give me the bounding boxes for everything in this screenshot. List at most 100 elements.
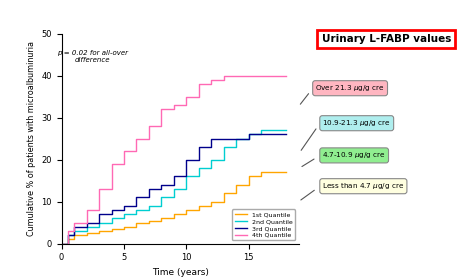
2nd Quantile: [109, 221, 114, 224]
3rd Quantile: [71, 225, 77, 228]
3rd Quantile: [146, 196, 152, 199]
Text: p = 0.02 for all-over
difference: p = 0.02 for all-over difference: [57, 50, 128, 63]
2nd Quantile: [196, 175, 201, 178]
2nd Quantile: [258, 129, 264, 132]
2nd Quantile: [221, 145, 227, 149]
4th Quantile: [258, 74, 264, 77]
1st Quantile: [71, 238, 77, 241]
2nd Quantile: [221, 158, 227, 161]
2nd Quantile: [96, 225, 102, 228]
3rd Quantile: [171, 183, 177, 186]
2nd Quantile: [71, 234, 77, 237]
2nd Quantile: [233, 145, 239, 149]
Line: 2nd Quantile: 2nd Quantile: [62, 130, 286, 244]
2nd Quantile: [121, 217, 127, 220]
3rd Quantile: [65, 234, 71, 237]
X-axis label: Time (years): Time (years): [152, 268, 209, 277]
4th Quantile: [59, 242, 64, 245]
3rd Quantile: [196, 145, 201, 149]
1st Quantile: [271, 171, 276, 174]
4th Quantile: [246, 74, 252, 77]
2nd Quantile: [283, 129, 289, 132]
4th Quantile: [196, 82, 201, 86]
4th Quantile: [121, 150, 127, 153]
2nd Quantile: [246, 137, 252, 140]
3rd Quantile: [233, 137, 239, 140]
Text: Less than 4.7 $\mu$g/g cre: Less than 4.7 $\mu$g/g cre: [322, 181, 404, 191]
3rd Quantile: [109, 208, 114, 212]
2nd Quantile: [84, 225, 90, 228]
1st Quantile: [121, 227, 127, 231]
1st Quantile: [109, 227, 114, 231]
2nd Quantile: [96, 221, 102, 224]
3rd Quantile: [84, 225, 90, 228]
4th Quantile: [233, 74, 239, 77]
4th Quantile: [71, 229, 77, 233]
1st Quantile: [196, 204, 201, 207]
4th Quantile: [183, 95, 189, 98]
3rd Quantile: [209, 145, 214, 149]
4th Quantile: [84, 208, 90, 212]
4th Quantile: [258, 74, 264, 77]
4th Quantile: [171, 103, 177, 107]
1st Quantile: [159, 219, 164, 222]
1st Quantile: [65, 238, 71, 241]
1st Quantile: [65, 242, 71, 245]
1st Quantile: [134, 221, 139, 224]
1st Quantile: [221, 192, 227, 195]
2nd Quantile: [134, 213, 139, 216]
3rd Quantile: [121, 208, 127, 212]
1st Quantile: [171, 217, 177, 220]
3rd Quantile: [71, 234, 77, 237]
Text: 4.7-10.9 $\mu$g/g cre: 4.7-10.9 $\mu$g/g cre: [322, 150, 386, 160]
1st Quantile: [246, 183, 252, 186]
2nd Quantile: [146, 204, 152, 207]
4th Quantile: [233, 74, 239, 77]
1st Quantile: [146, 221, 152, 224]
4th Quantile: [65, 242, 71, 245]
1st Quantile: [84, 234, 90, 237]
2nd Quantile: [159, 196, 164, 199]
3rd Quantile: [121, 204, 127, 207]
3rd Quantile: [246, 137, 252, 140]
1st Quantile: [171, 213, 177, 216]
2nd Quantile: [134, 208, 139, 212]
2nd Quantile: [65, 234, 71, 237]
1st Quantile: [159, 217, 164, 220]
1st Quantile: [246, 175, 252, 178]
4th Quantile: [134, 150, 139, 153]
3rd Quantile: [109, 213, 114, 216]
Text: Over 21.3 $\mu$g/g cre: Over 21.3 $\mu$g/g cre: [315, 83, 385, 93]
4th Quantile: [96, 208, 102, 212]
4th Quantile: [159, 124, 164, 128]
1st Quantile: [283, 171, 289, 174]
3rd Quantile: [246, 133, 252, 136]
4th Quantile: [146, 137, 152, 140]
4th Quantile: [121, 162, 127, 165]
1st Quantile: [233, 183, 239, 186]
3rd Quantile: [134, 204, 139, 207]
2nd Quantile: [271, 129, 276, 132]
2nd Quantile: [121, 213, 127, 216]
4th Quantile: [283, 74, 289, 77]
4th Quantile: [271, 74, 276, 77]
3rd Quantile: [183, 158, 189, 161]
Line: 1st Quantile: 1st Quantile: [62, 172, 286, 244]
3rd Quantile: [221, 137, 227, 140]
2nd Quantile: [84, 229, 90, 233]
1st Quantile: [146, 219, 152, 222]
2nd Quantile: [65, 242, 71, 245]
Text: 10.9-21.3 $\mu$g/g cre: 10.9-21.3 $\mu$g/g cre: [322, 118, 391, 128]
2nd Quantile: [171, 187, 177, 191]
Line: 3rd Quantile: 3rd Quantile: [62, 134, 286, 244]
3rd Quantile: [146, 187, 152, 191]
1st Quantile: [109, 229, 114, 233]
3rd Quantile: [271, 133, 276, 136]
3rd Quantile: [258, 133, 264, 136]
2nd Quantile: [271, 129, 276, 132]
2nd Quantile: [71, 229, 77, 233]
4th Quantile: [209, 82, 214, 86]
2nd Quantile: [209, 158, 214, 161]
3rd Quantile: [271, 133, 276, 136]
3rd Quantile: [59, 242, 64, 245]
